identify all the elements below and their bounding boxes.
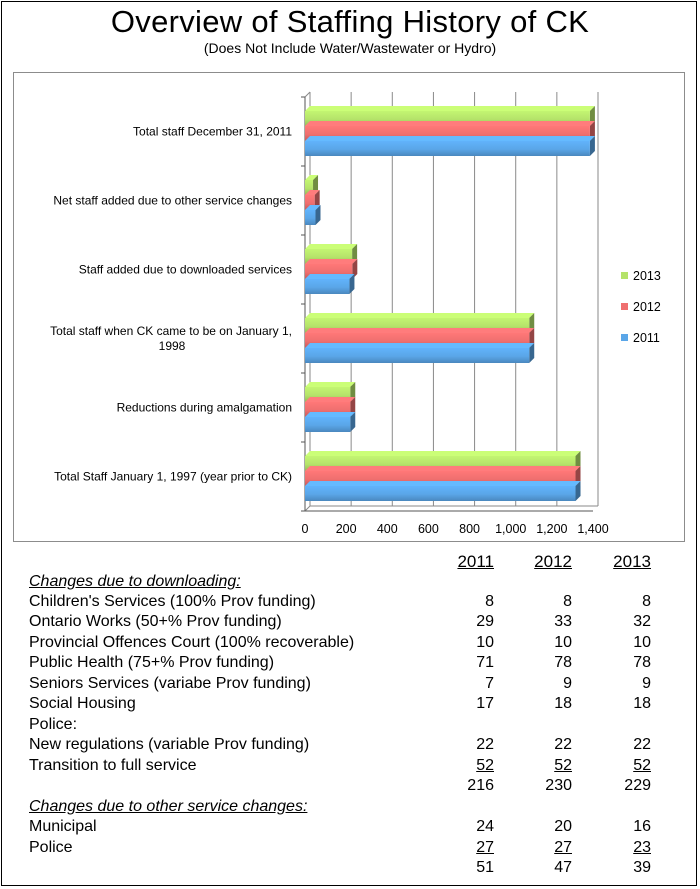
- bar-top-face: [305, 190, 320, 195]
- axis-depth-top: [304, 91, 311, 98]
- bar-2011: [305, 348, 530, 363]
- bar-2011: [305, 486, 576, 501]
- x-tick-label: 0: [302, 522, 309, 536]
- bar-top-face: [305, 136, 595, 141]
- bar-side-face: [589, 136, 595, 156]
- legend-swatch-2011: [621, 334, 628, 341]
- x-tick-label: 200: [336, 522, 357, 536]
- bar-top-face: [305, 481, 581, 486]
- bar-side-face: [315, 205, 321, 225]
- bar-2011: [305, 417, 351, 432]
- bar-top-face: [305, 466, 581, 471]
- bar-top-face: [305, 397, 356, 402]
- category-label: Staff added due to downloaded services: [79, 263, 292, 277]
- legend-label-2013: 2013: [633, 269, 661, 283]
- x-tick-label: 1,200: [536, 522, 567, 536]
- bar-side-face: [529, 343, 535, 363]
- bar-top-face: [305, 274, 355, 279]
- bar-top-face: [305, 175, 319, 180]
- axis-depth-bottom: [304, 505, 311, 512]
- bar-2011: [305, 141, 590, 156]
- x-tick-label: 400: [377, 522, 398, 536]
- bar-side-face: [350, 412, 356, 432]
- bar-top-face: [305, 328, 535, 333]
- category-label: Reductions during amalgamation: [117, 401, 292, 415]
- bar-2011: [305, 279, 350, 294]
- bar-top-face: [305, 244, 358, 249]
- bar-top-face: [305, 259, 358, 264]
- x-tick-label: 800: [459, 522, 480, 536]
- legend-swatch-2012: [621, 303, 628, 310]
- bar-top-face: [305, 106, 595, 111]
- page-subtitle: (Does Not Include Water/Wastewater or Hy…: [203, 40, 497, 56]
- x-tick-label: 1,000: [495, 522, 526, 536]
- bar-top-face: [305, 412, 356, 417]
- bar-top-face: [305, 121, 595, 126]
- legend-swatch-2013: [621, 272, 628, 279]
- bar-2013: [305, 180, 314, 195]
- bar-top-face: [305, 313, 535, 318]
- category-label: Total staff December 31, 2011: [133, 125, 292, 139]
- page-title: Overview of Staffing History of CK: [110, 4, 590, 39]
- x-tick-label: 1,400: [577, 522, 608, 536]
- bar-2012: [305, 195, 315, 210]
- category-label: 1998: [159, 339, 186, 353]
- legend-label-2012: 2012: [633, 300, 661, 314]
- x-tick-label: 600: [418, 522, 439, 536]
- category-label: Total staff when CK came to be on Januar…: [50, 324, 292, 338]
- bar-2011: [305, 210, 316, 225]
- legend-label-2011: 2011: [633, 331, 660, 345]
- bar-chart: 0 200 400 600 800 1,000 1,200 1,400 Total staff …: [50, 91, 661, 536]
- bar-side-face: [575, 481, 581, 501]
- bar-top-face: [305, 343, 535, 348]
- bar-top-face: [305, 382, 356, 387]
- category-label: Total Staff January 1, 1997 (year prior …: [54, 470, 292, 484]
- category-label: Net staff added due to other service cha…: [53, 194, 292, 208]
- bar-top-face: [305, 451, 581, 456]
- bar-top-face: [305, 205, 321, 210]
- chart-container: 0 200 400 600 800 1,000 1,200 1,400 Total staff …: [13, 72, 685, 542]
- bar-side-face: [349, 274, 355, 294]
